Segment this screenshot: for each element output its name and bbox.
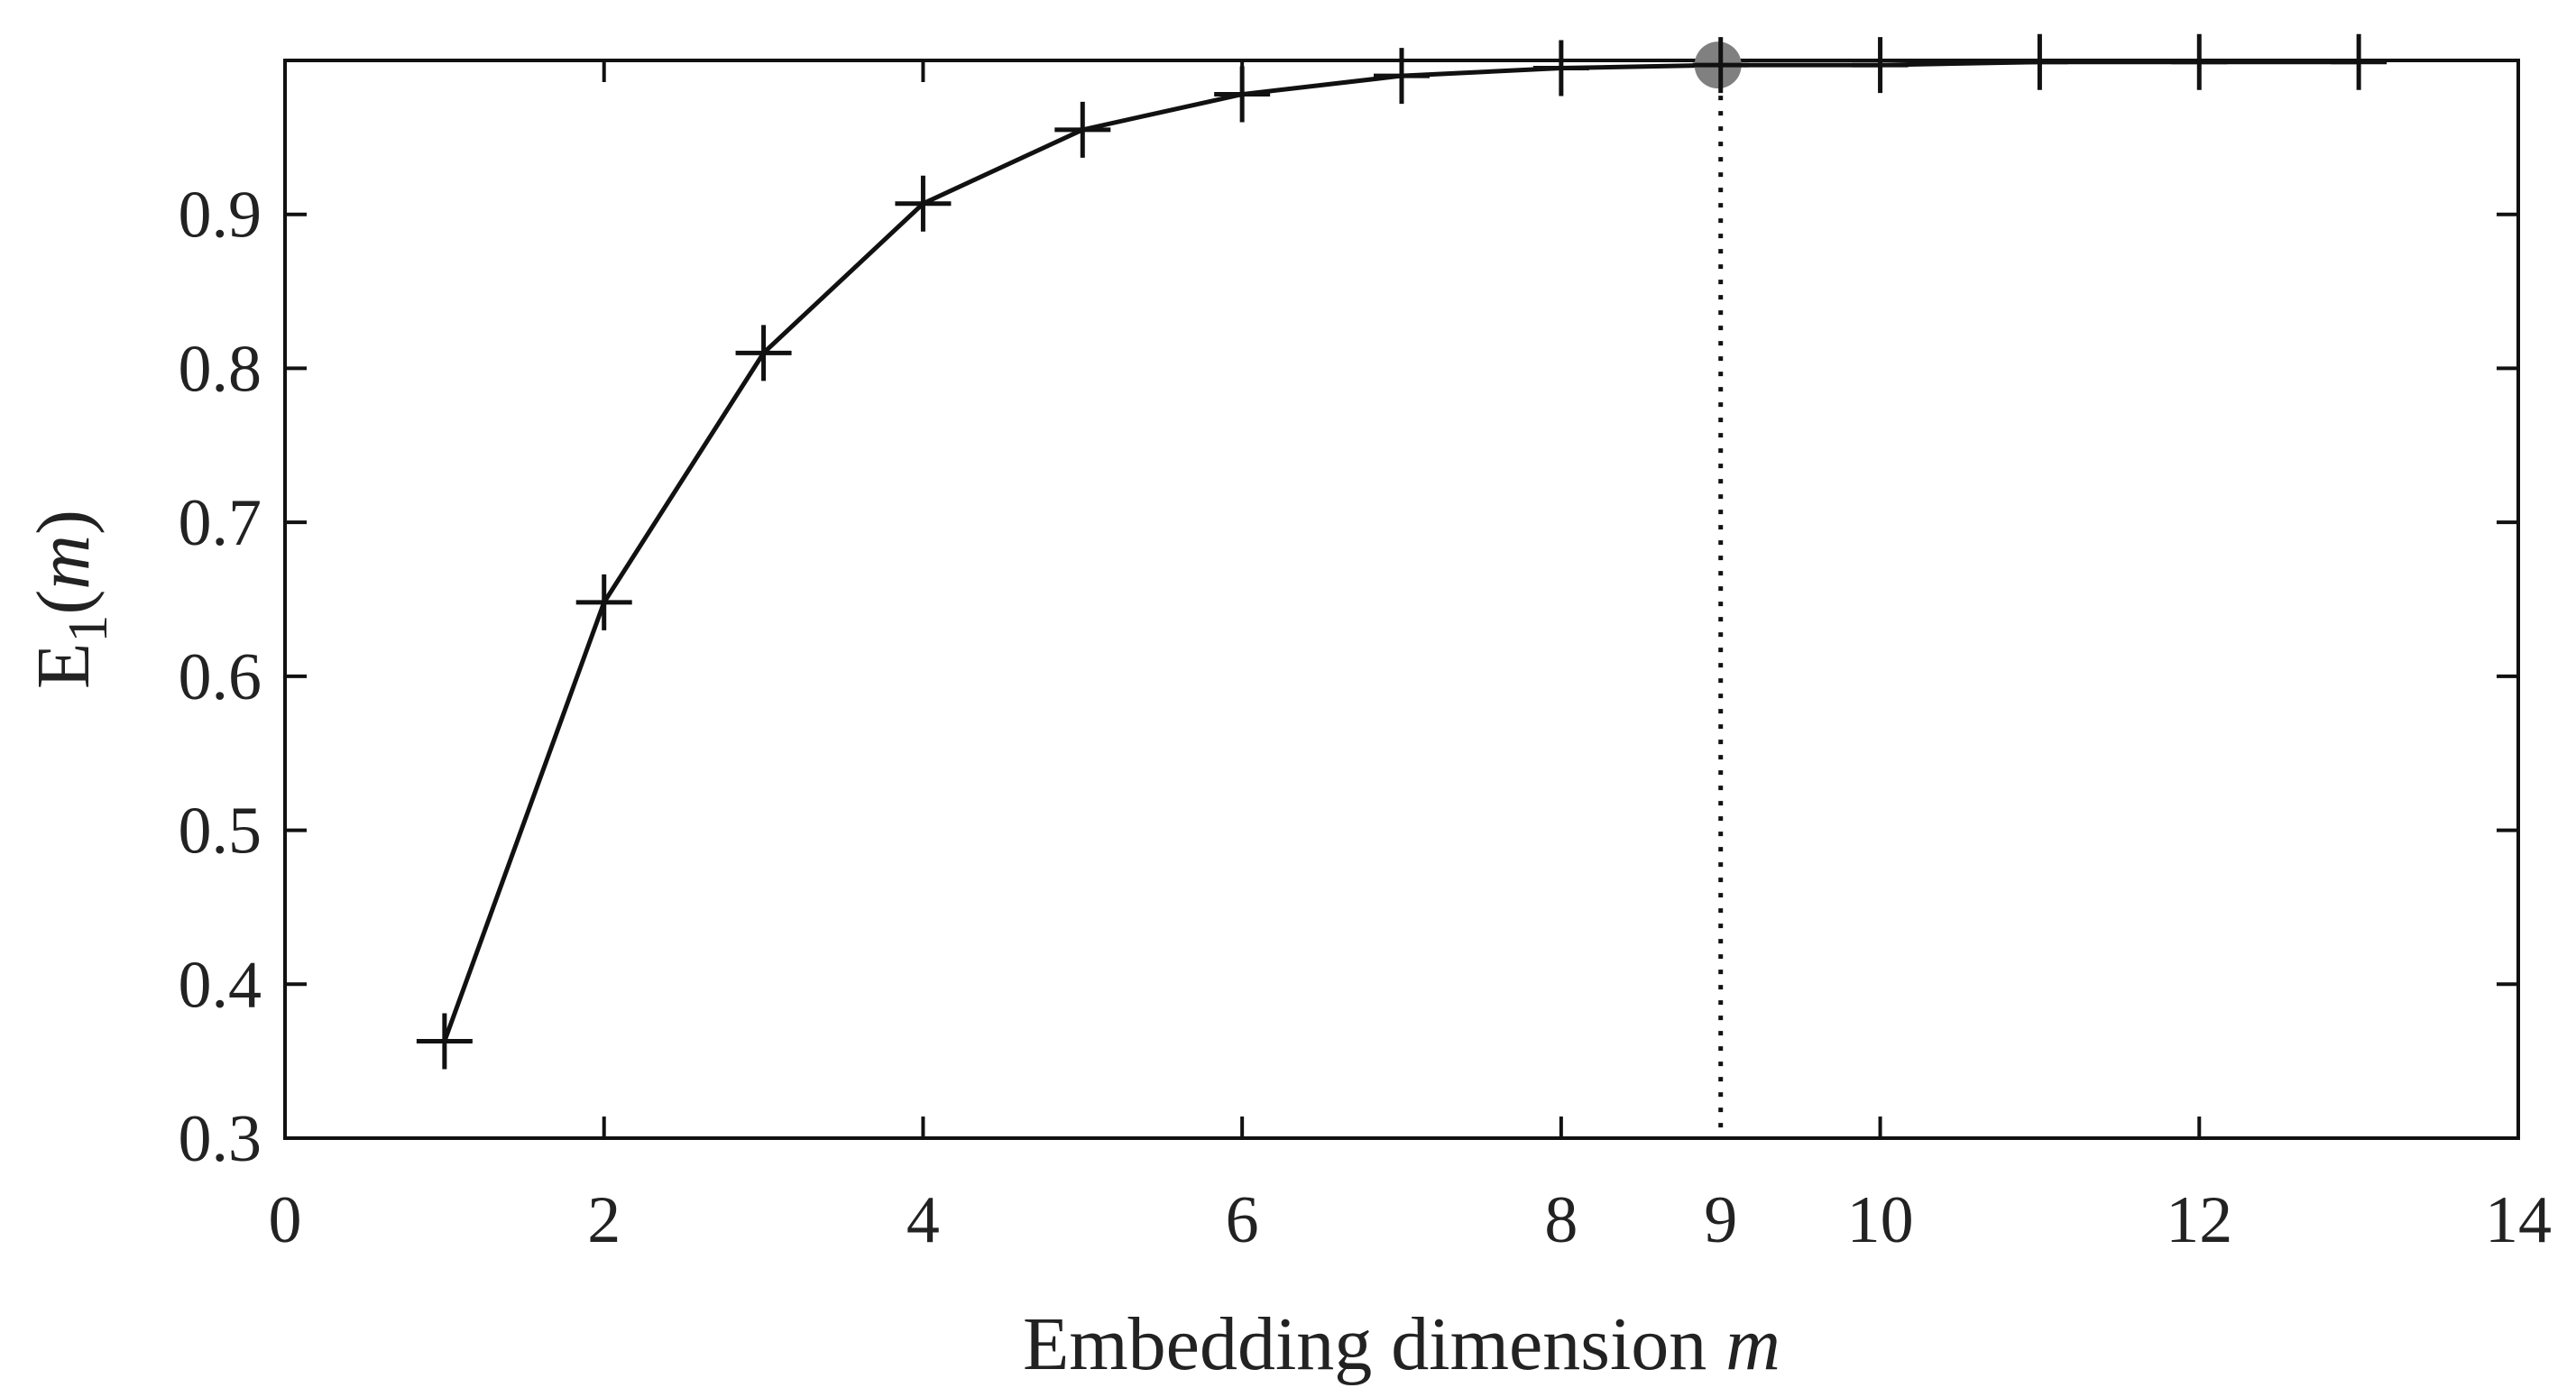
data-point [1374, 48, 1430, 105]
data-markers [416, 33, 2387, 1070]
data-point [895, 175, 952, 232]
data-point [1852, 37, 1909, 94]
y-axis-title-close: ) [22, 510, 106, 535]
y-tick-labels: 0.3 0.4 0.5 0.6 0.7 0.8 0.9 [179, 179, 262, 1176]
y-axis-title-var: m [22, 535, 106, 590]
x-tick-label: 10 [1847, 1183, 1914, 1257]
data-point [1692, 37, 1749, 94]
x-tick-label: 2 [587, 1183, 621, 1257]
data-point [416, 1013, 473, 1070]
x-tick-labels: 0 2 4 6 8 10 12 14 [269, 1183, 2553, 1257]
y-tick-label: 0.7 [179, 486, 262, 560]
y-axis-title-open: ( [22, 590, 106, 615]
data-point [2171, 33, 2228, 90]
x-tick-label: 8 [1544, 1183, 1578, 1257]
y-tick-label: 0.6 [179, 640, 262, 714]
x-axis-title: Embedding dimension m [1023, 1302, 1780, 1386]
x-tick-label: 6 [1226, 1183, 1259, 1257]
data-point [575, 574, 632, 630]
data-point [2011, 33, 2068, 90]
x-axis-title-var: m [1725, 1302, 1780, 1386]
y-tick-label: 0.3 [179, 1102, 262, 1176]
y-tick-label: 0.9 [179, 179, 262, 253]
y-axis-title-main: E [22, 643, 106, 689]
x-tick-label: 14 [2485, 1183, 2552, 1257]
highlight-x-label: 9 [1704, 1183, 1737, 1257]
data-point [1532, 40, 1589, 97]
x-tick-label: 4 [906, 1183, 940, 1257]
data-point [735, 325, 792, 381]
y-axis-title: E1(m) [22, 510, 119, 689]
x-tick-label: 12 [2166, 1183, 2232, 1257]
y-axis-title-sub: 1 [58, 615, 119, 643]
y-tick-label: 0.8 [179, 332, 262, 406]
data-point [1214, 66, 1271, 123]
y-tick-label: 0.4 [179, 948, 262, 1022]
data-point [2331, 33, 2387, 90]
x-axis-title-text: Embedding dimension [1023, 1302, 1725, 1386]
data-point [1054, 101, 1111, 158]
y-tick-label: 0.5 [179, 795, 262, 869]
x-tick-label: 0 [269, 1183, 302, 1257]
